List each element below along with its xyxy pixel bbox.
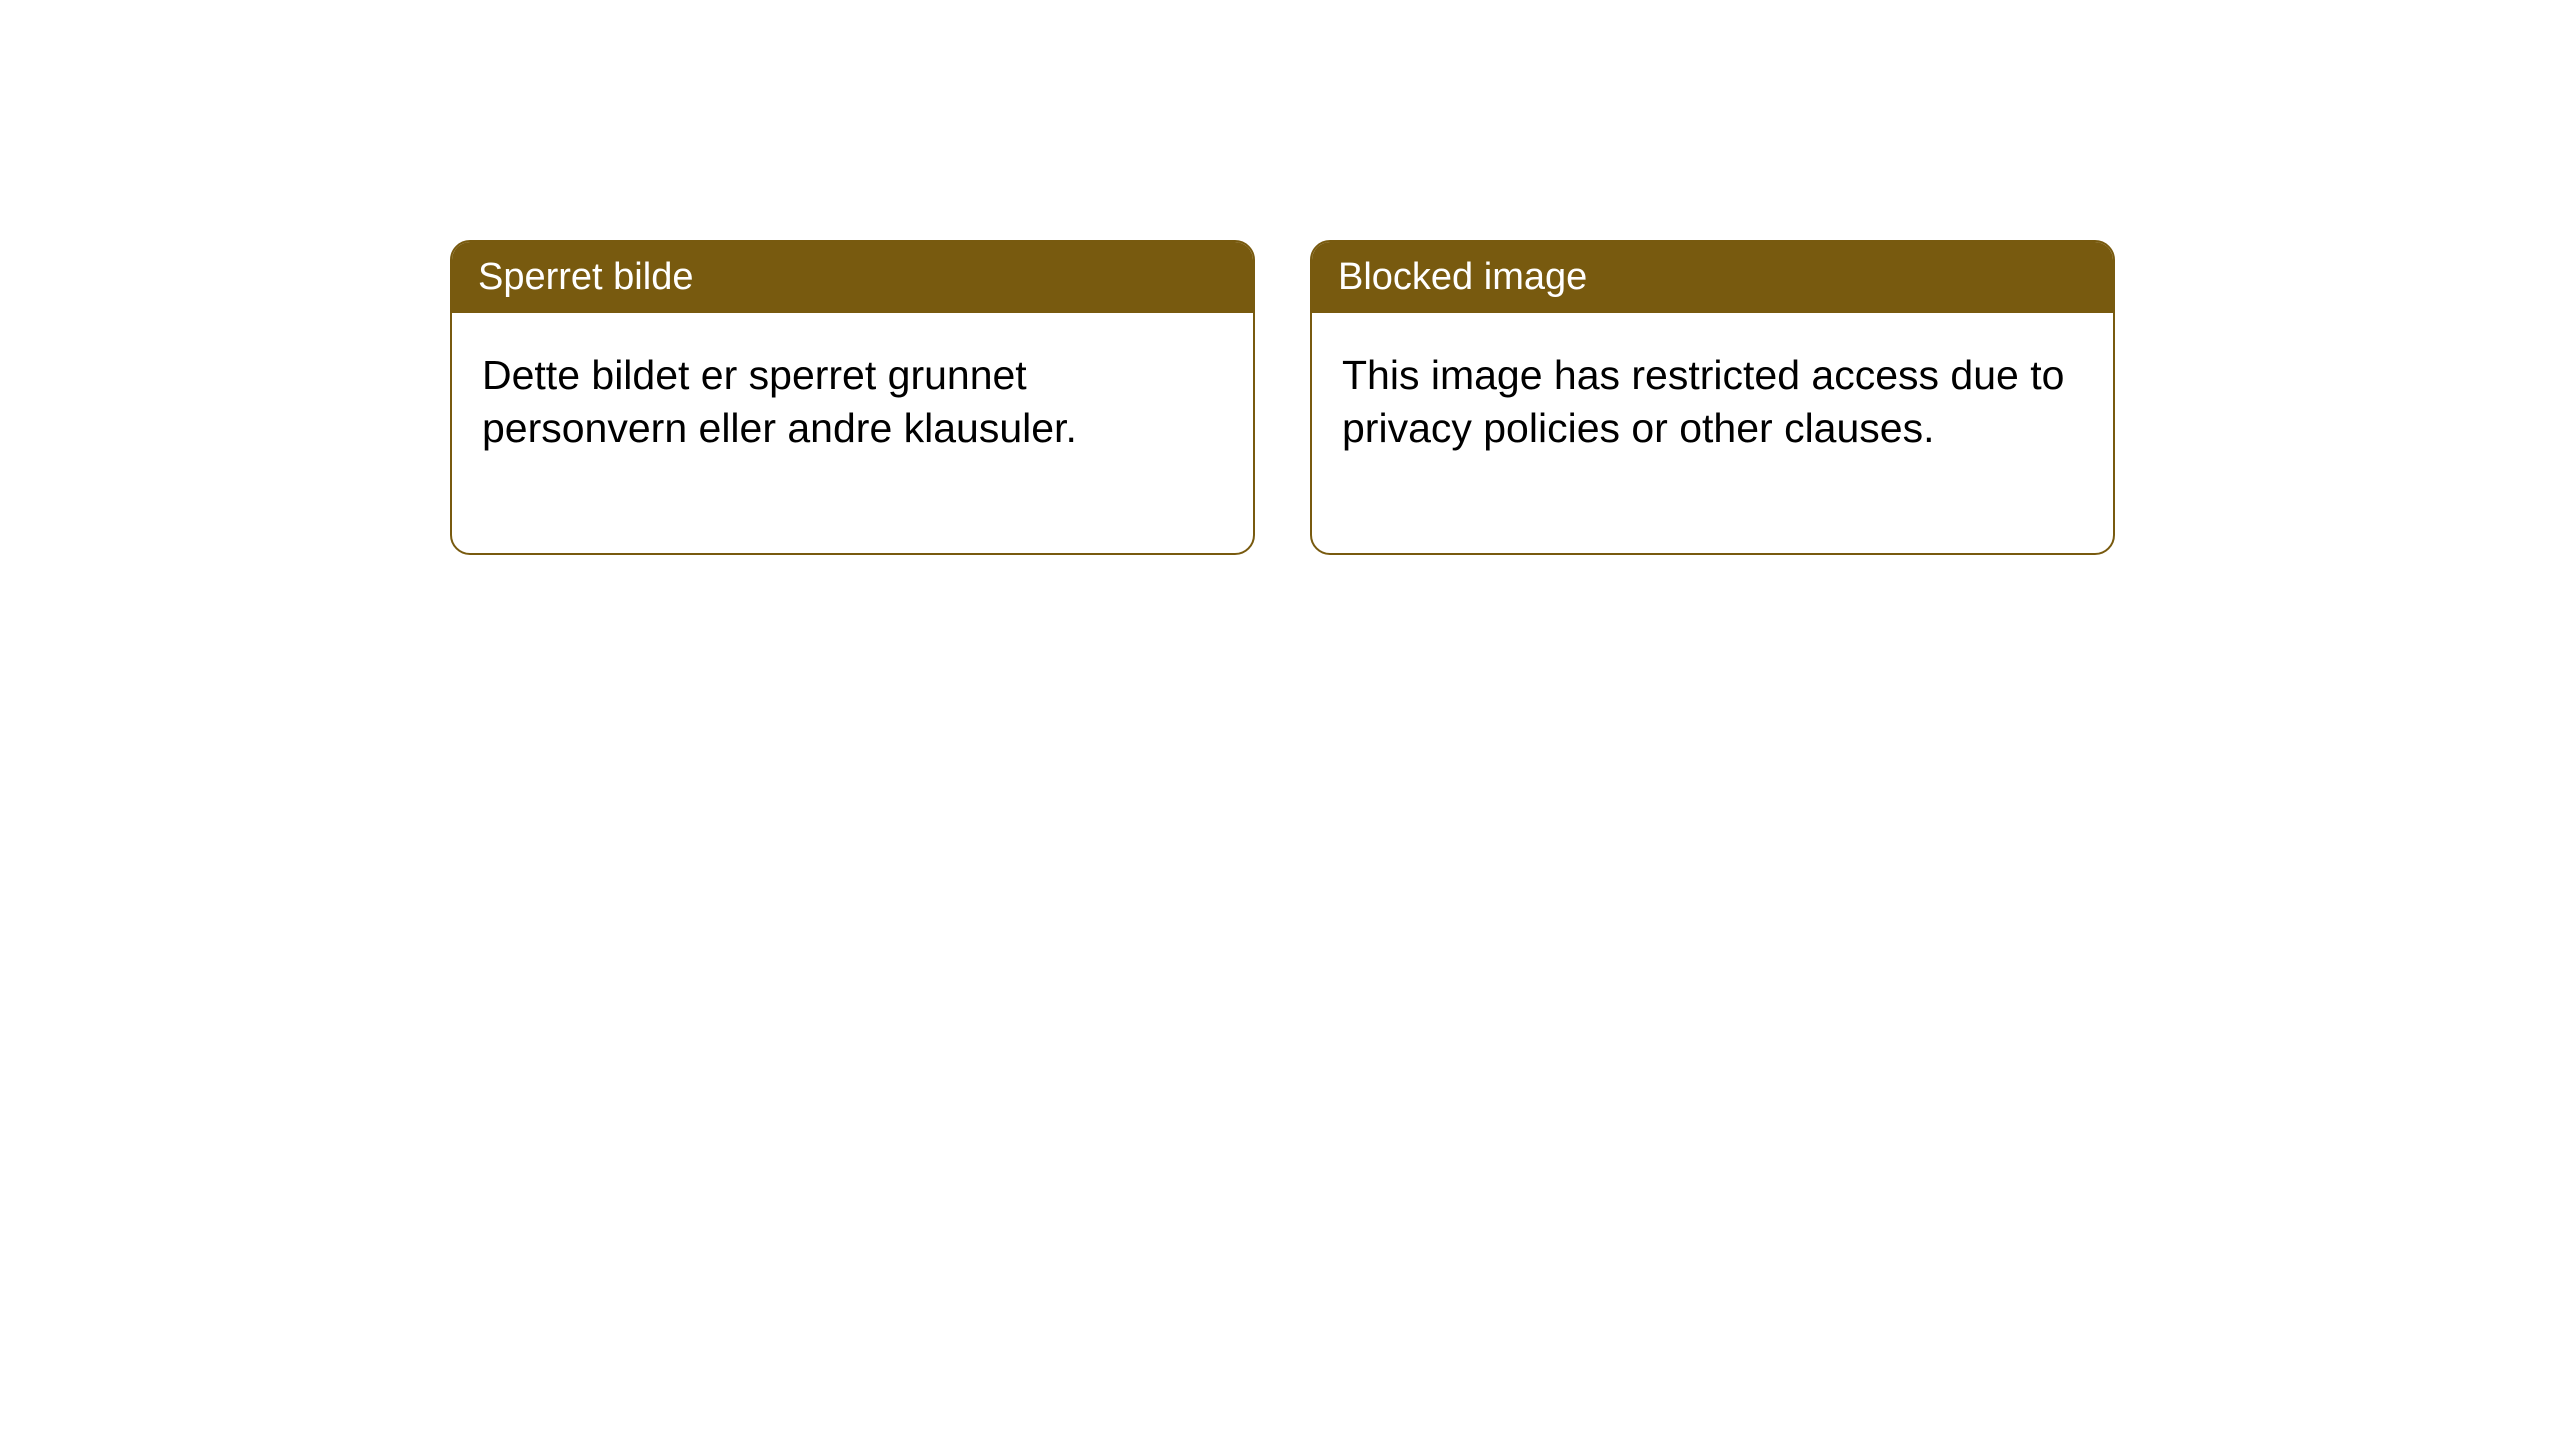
- card-header: Blocked image: [1312, 242, 2113, 313]
- notice-card-norwegian: Sperret bilde Dette bildet er sperret gr…: [450, 240, 1255, 555]
- card-header: Sperret bilde: [452, 242, 1253, 313]
- card-body: This image has restricted access due to …: [1312, 313, 2113, 553]
- card-title: Blocked image: [1338, 256, 1587, 298]
- card-body: Dette bildet er sperret grunnet personve…: [452, 313, 1253, 553]
- card-body-text: This image has restricted access due to …: [1342, 352, 2064, 451]
- card-body-text: Dette bildet er sperret grunnet personve…: [482, 352, 1077, 451]
- card-title: Sperret bilde: [478, 256, 693, 298]
- notice-cards-container: Sperret bilde Dette bildet er sperret gr…: [0, 0, 2560, 555]
- notice-card-english: Blocked image This image has restricted …: [1310, 240, 2115, 555]
